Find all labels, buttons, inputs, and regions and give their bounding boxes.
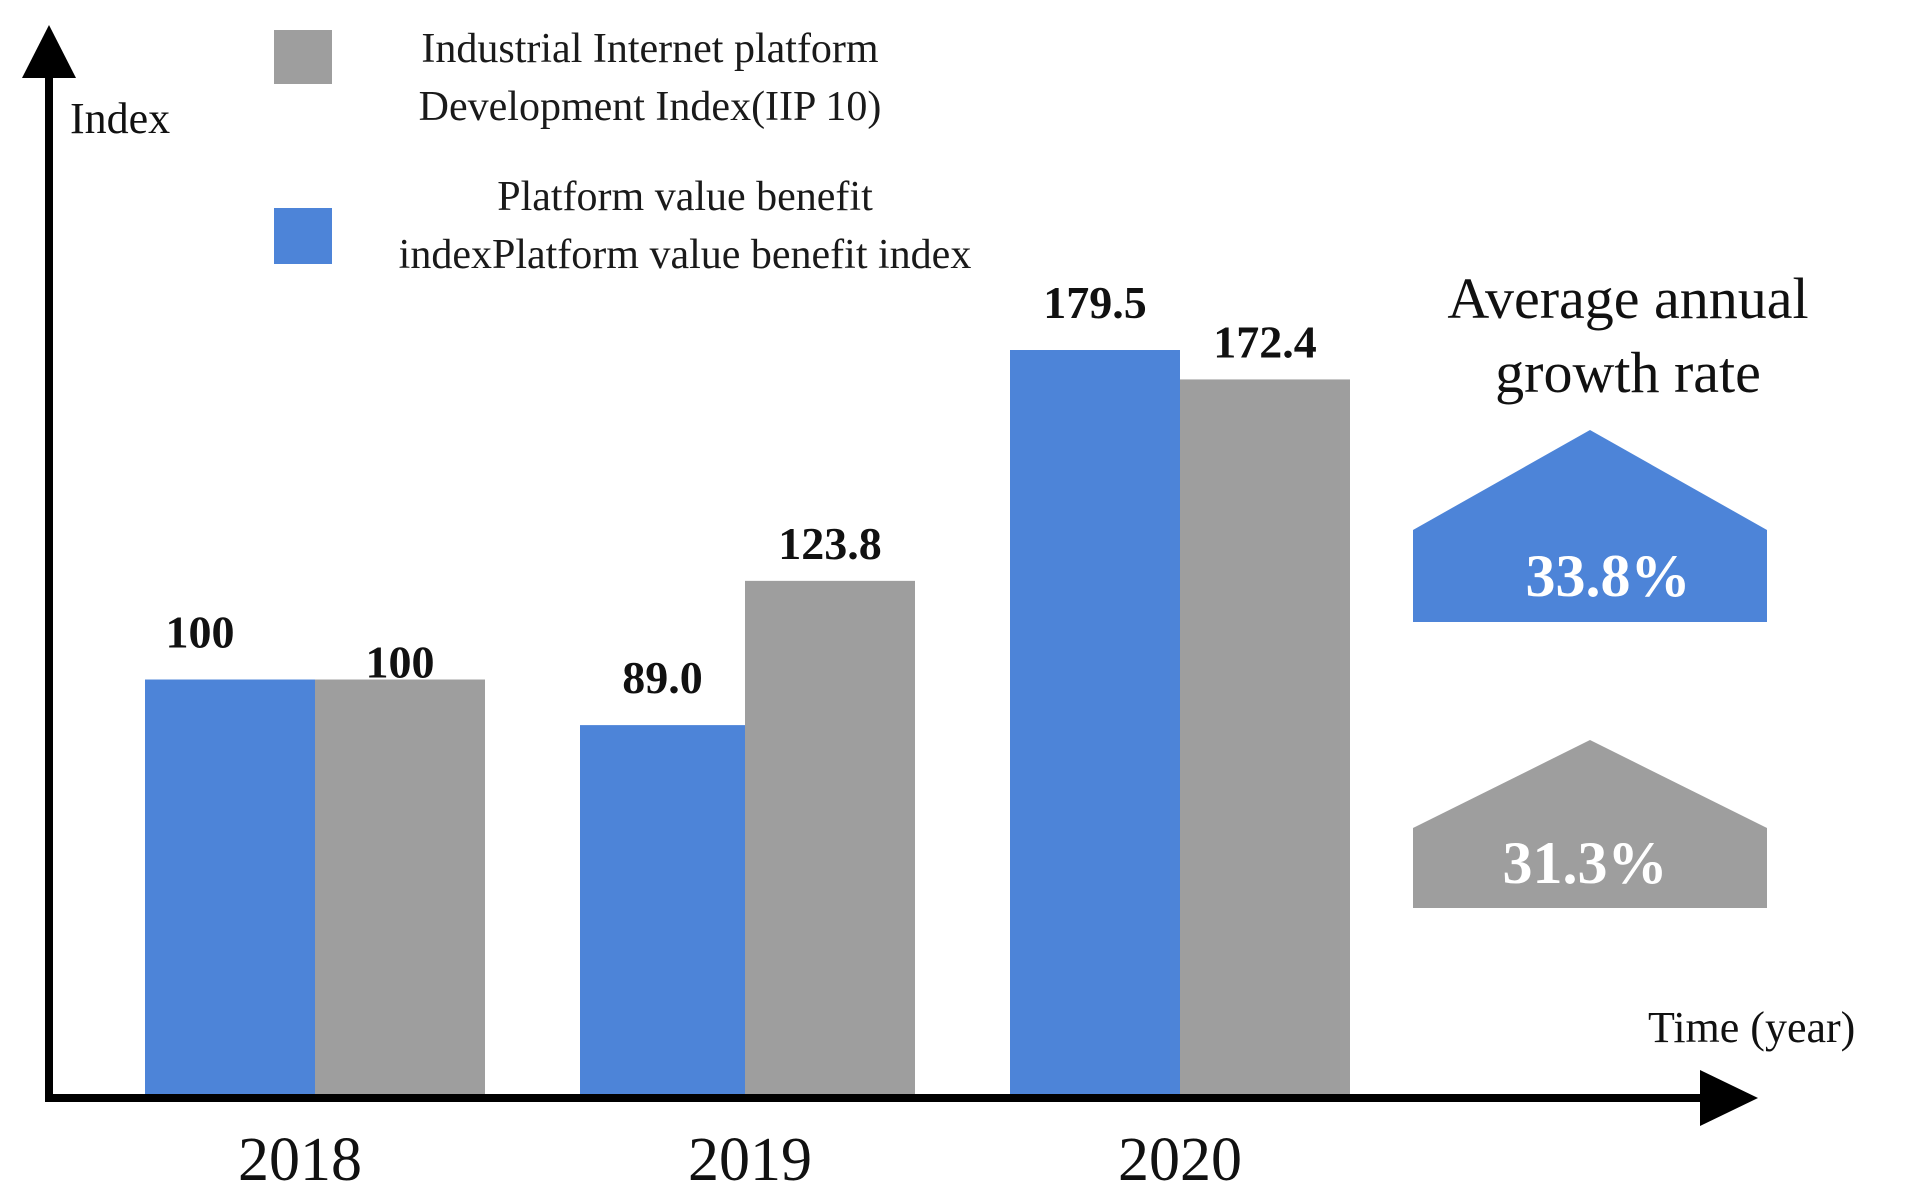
bar-2020-blue bbox=[1010, 350, 1180, 1094]
legend-label-gray-line1: Industrial Internet platform bbox=[421, 26, 879, 72]
x-tick-label-2020: 2020 bbox=[1118, 1126, 1242, 1194]
value-label-2018-blue: 100 bbox=[166, 607, 235, 658]
growth-value-gray: 31.3% bbox=[1503, 830, 1668, 896]
x-tick-label-2018: 2018 bbox=[238, 1126, 362, 1194]
axes: Index Time (year) bbox=[22, 25, 1855, 1126]
growth-arrow-up-icon bbox=[1413, 740, 1767, 908]
x-axis-arrow-icon bbox=[1700, 1070, 1758, 1126]
value-labels: 100 100 89.0 123.8 179.5 172.4 bbox=[166, 277, 1317, 703]
legend-label-blue-line1: Platform value benefit bbox=[497, 174, 873, 220]
value-label-2020-blue: 179.5 bbox=[1043, 277, 1147, 328]
value-label-2020-gray: 172.4 bbox=[1213, 316, 1317, 367]
y-axis-arrow-icon bbox=[22, 25, 76, 78]
growth-value-blue: 33.8% bbox=[1526, 543, 1691, 609]
growth-annotation: Average annual growth rate 33.8% 31.3% bbox=[1413, 266, 1809, 908]
growth-title-line2: growth rate bbox=[1495, 340, 1761, 405]
value-label-2019-blue: 89.0 bbox=[622, 652, 703, 703]
growth-title-line1: Average annual bbox=[1447, 266, 1808, 331]
legend-label-gray-line2: Development Index(IIP 10) bbox=[419, 84, 882, 130]
bars bbox=[145, 350, 1350, 1094]
bar-2019-blue bbox=[580, 725, 745, 1094]
x-tick-label-2019: 2019 bbox=[688, 1126, 812, 1194]
legend-swatch-gray bbox=[274, 30, 332, 84]
bar-2018-gray bbox=[315, 679, 485, 1094]
legend: Industrial Internet platform Development… bbox=[274, 26, 971, 278]
growth-arrow-up-icon bbox=[1413, 430, 1767, 622]
value-label-2019-gray: 123.8 bbox=[778, 518, 882, 569]
value-label-2018-gray: 100 bbox=[366, 637, 435, 688]
tick-labels: 2018 2019 2020 bbox=[238, 1126, 1242, 1194]
legend-swatch-blue bbox=[274, 208, 332, 264]
bar-2018-blue bbox=[145, 679, 315, 1094]
bar-2020-gray bbox=[1180, 379, 1350, 1094]
bar-2019-gray bbox=[745, 580, 915, 1094]
x-axis-label: Time (year) bbox=[1648, 1003, 1855, 1052]
y-axis-label: Index bbox=[70, 94, 170, 143]
legend-label-blue-line2: indexPlatform value benefit index bbox=[399, 232, 972, 278]
